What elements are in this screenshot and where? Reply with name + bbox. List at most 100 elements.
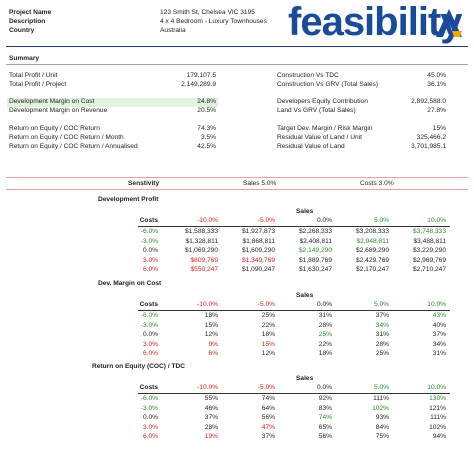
table-cell: 34% — [375, 321, 389, 329]
table-cell: $1,889,769 — [298, 256, 332, 264]
row-header: 3.0% — [142, 256, 158, 264]
table-cell: 92% — [318, 395, 332, 402]
row-header: -6.0% — [140, 228, 158, 235]
table-cell: $1,609,290 — [241, 247, 275, 255]
summary-right-value: 45.0% — [427, 72, 446, 79]
table-cell: 6% — [208, 350, 218, 358]
table-cell: $2,149,290 — [298, 247, 332, 255]
summary-left-value: 74.3% — [197, 125, 216, 132]
highlight-margin-row — [7, 98, 218, 107]
table-cell: $3,488,811 — [413, 237, 446, 245]
header-divider — [6, 46, 468, 47]
row-header: 0.0% — [142, 331, 158, 339]
col-header: -10.0% — [197, 384, 218, 391]
table-cell: 83% — [318, 404, 332, 412]
row-header: 3.0% — [142, 423, 158, 431]
feasibility-logo: feasibility — [288, 0, 463, 44]
table-cell: 12% — [261, 350, 275, 358]
col-header: -5.0% — [257, 301, 275, 308]
table-cell: 37% — [432, 331, 446, 339]
header-underline — [138, 226, 450, 227]
table-cell: $550,247 — [190, 266, 218, 274]
table-cell: 28% — [204, 423, 218, 431]
table-cell: $1,090,247 — [241, 266, 275, 274]
table-cell: 34% — [432, 340, 446, 348]
table-cell: $1,328,811 — [185, 237, 218, 245]
summary-right-label: Residual Value of Land — [277, 143, 345, 150]
table-cell: 94% — [432, 433, 446, 441]
table-cell: 28% — [318, 321, 332, 329]
sales-axis-label: Sales — [296, 208, 314, 215]
summary-divider — [6, 64, 468, 65]
sensitivity-top-divider — [6, 177, 468, 178]
table-cell: $1,588,333 — [184, 228, 218, 235]
row-header: 3.0% — [142, 340, 158, 348]
table-cell: 75% — [375, 433, 389, 441]
summary-left-value: 24.8% — [197, 98, 216, 105]
description-value: 4 x 4 Bedroom - Luxury Townhouses — [160, 18, 267, 25]
col-header: 5.0% — [373, 384, 389, 391]
col-header: -5.0% — [257, 217, 275, 224]
col-header: 10.0% — [427, 301, 446, 308]
table-cell: 74% — [318, 414, 332, 422]
summary-left-value: 179,107.5 — [186, 72, 216, 79]
table-cell: 40% — [432, 321, 446, 329]
country-value: Australia — [160, 27, 186, 34]
table-cell: 84% — [375, 423, 389, 431]
col-header: 10.0% — [427, 217, 446, 224]
summary-right-value: 15% — [432, 125, 446, 132]
row-header: 6.0% — [142, 350, 158, 358]
sensitivity-title: Senstivity — [128, 180, 160, 187]
summary-left-value: 42.5% — [197, 143, 216, 150]
sensitivity-bottom-divider — [6, 189, 468, 190]
table-cell: 65% — [318, 423, 332, 431]
logo-triangle-icon — [436, 9, 462, 37]
col-header: 10.0% — [427, 384, 446, 391]
table-cell: 18% — [318, 350, 332, 358]
project-name-label: Project Name — [9, 9, 52, 16]
table-cell: $2,170,247 — [355, 266, 389, 274]
table-cell: 121% — [429, 404, 446, 412]
summary-left-label: Development Margin on Cost — [9, 98, 95, 105]
table-cell: 111% — [430, 414, 446, 422]
table-cell: 64% — [261, 404, 275, 412]
table-cell: 47% — [261, 423, 275, 431]
summary-left-value: 3.5% — [200, 134, 216, 141]
table-cell: $1,630,247 — [298, 266, 332, 274]
table-cell: 31% — [432, 350, 446, 358]
sales-step-label: Sales 5.0% — [243, 180, 277, 187]
table-cell: 37% — [204, 414, 218, 422]
table-cell: 15% — [261, 340, 275, 348]
costs-step-label: Costs 3.0% — [360, 180, 394, 187]
summary-right-label: Developers Equity Contribution — [277, 98, 368, 105]
col-header: 5.0% — [373, 301, 389, 308]
table-cell: 56% — [318, 433, 332, 441]
table-cell: 9% — [208, 340, 218, 348]
summary-right-value: 2,892,588.0 — [411, 98, 446, 105]
table-cell: 55% — [204, 395, 218, 402]
description-label: Description — [9, 18, 46, 25]
summary-right-label: Land Vs GRV (Total Sales) — [277, 107, 356, 114]
row-header: -6.0% — [140, 395, 158, 402]
table-cell: 31% — [375, 331, 389, 339]
table-cell: 19% — [204, 433, 218, 441]
table-cell: 43% — [432, 312, 446, 319]
table-cell: 18% — [261, 331, 275, 339]
summary-left-label: Total Profit / Project — [9, 81, 67, 88]
col-header: 0.0% — [316, 301, 332, 308]
table-cell: $2,408,811 — [299, 237, 332, 245]
costs-axis-label: Costs — [139, 217, 158, 224]
table-cell: 93% — [375, 414, 389, 422]
table-cell: $3,208,333 — [355, 228, 389, 235]
table-cell: $2,689,290 — [355, 247, 389, 255]
table-cell: $2,948,811 — [356, 237, 389, 245]
summary-right-label: Construction Vs TDC — [277, 72, 339, 79]
col-header: -10.0% — [197, 301, 218, 308]
table-cell: $1,927,873 — [241, 228, 275, 235]
summary-left-label: Total Profit / Unit — [9, 72, 58, 79]
summary-left-label: Development Margin on Revenue — [9, 107, 108, 114]
country-label: Country — [9, 27, 35, 34]
summary-left-label: Return on Equity / COC Return — [9, 125, 100, 132]
summary-left-value: 20.5% — [197, 107, 216, 114]
sensitivity-table-title: Return on Equity (COC) / TDC — [92, 363, 186, 370]
